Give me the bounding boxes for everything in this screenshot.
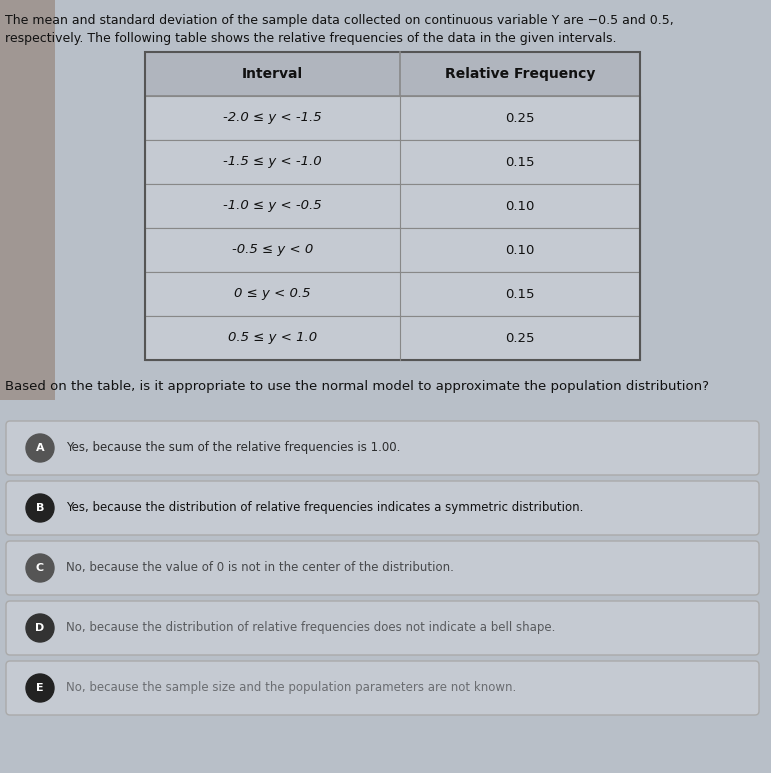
FancyBboxPatch shape [6,601,759,655]
Circle shape [26,554,54,582]
Text: -1.0 ≤ y < -0.5: -1.0 ≤ y < -0.5 [223,199,322,213]
FancyBboxPatch shape [0,0,55,400]
FancyBboxPatch shape [145,272,640,316]
Text: The mean and standard deviation of the sample data collected on continuous varia: The mean and standard deviation of the s… [5,14,674,27]
Text: -1.5 ≤ y < -1.0: -1.5 ≤ y < -1.0 [223,155,322,169]
Text: No, because the distribution of relative frequencies does not indicate a bell sh: No, because the distribution of relative… [66,621,555,635]
FancyBboxPatch shape [6,661,759,715]
Text: -0.5 ≤ y < 0: -0.5 ≤ y < 0 [232,243,313,257]
FancyBboxPatch shape [145,52,640,96]
Text: 0.15: 0.15 [505,155,535,169]
Text: 0.25: 0.25 [505,111,535,124]
Text: Based on the table, is it appropriate to use the normal model to approximate the: Based on the table, is it appropriate to… [5,380,709,393]
Circle shape [26,674,54,702]
Text: A: A [35,443,44,453]
Text: 0.25: 0.25 [505,332,535,345]
FancyBboxPatch shape [145,316,640,360]
Text: Relative Frequency: Relative Frequency [445,67,595,81]
FancyBboxPatch shape [145,184,640,228]
Text: 0.15: 0.15 [505,288,535,301]
Text: B: B [35,503,44,513]
Text: 0 ≤ y < 0.5: 0 ≤ y < 0.5 [234,288,311,301]
Text: -2.0 ≤ y < -1.5: -2.0 ≤ y < -1.5 [223,111,322,124]
Text: respectively. The following table shows the relative frequencies of the data in : respectively. The following table shows … [5,32,617,45]
FancyBboxPatch shape [145,228,640,272]
Circle shape [26,434,54,462]
Text: No, because the sample size and the population parameters are not known.: No, because the sample size and the popu… [66,682,517,694]
Text: Yes, because the distribution of relative frequencies indicates a symmetric dist: Yes, because the distribution of relativ… [66,502,584,515]
Text: No, because the value of 0 is not in the center of the distribution.: No, because the value of 0 is not in the… [66,561,454,574]
Text: 0.10: 0.10 [505,199,534,213]
Circle shape [26,494,54,522]
Text: D: D [35,623,45,633]
Text: 0.5 ≤ y < 1.0: 0.5 ≤ y < 1.0 [228,332,317,345]
Text: Yes, because the sum of the relative frequencies is 1.00.: Yes, because the sum of the relative fre… [66,441,400,455]
Text: E: E [36,683,44,693]
Text: Interval: Interval [242,67,303,81]
Text: 0.10: 0.10 [505,243,534,257]
Text: C: C [36,563,44,573]
FancyBboxPatch shape [145,140,640,184]
FancyBboxPatch shape [6,481,759,535]
FancyBboxPatch shape [145,96,640,140]
FancyBboxPatch shape [6,541,759,595]
Circle shape [26,614,54,642]
FancyBboxPatch shape [6,421,759,475]
